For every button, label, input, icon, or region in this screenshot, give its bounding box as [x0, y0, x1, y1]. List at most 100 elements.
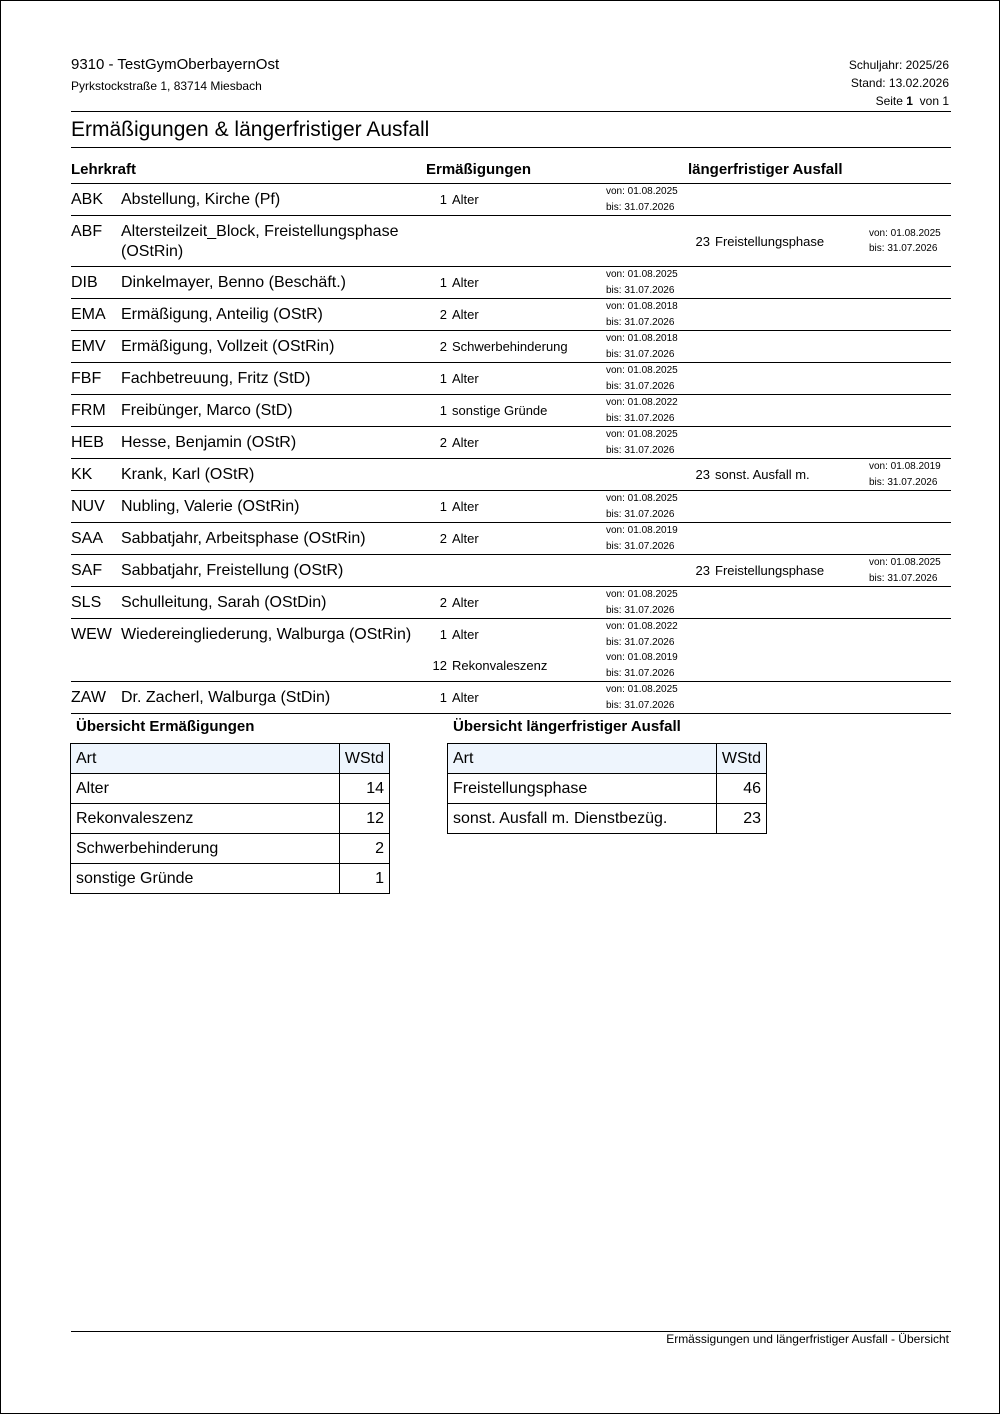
- table-row: SAA Sabbatjahr, Arbeitsphase (OStRin) 2 Alt…: [71, 523, 951, 555]
- ausfall-cell: [686, 523, 951, 554]
- reason: Alter: [452, 275, 479, 290]
- date-range: von: 01.08.2025 bis: 31.07.2026: [606, 587, 678, 618]
- ermaessigung-cell: 1 Alter von: 01.08.2025 bis: 31.07.2026: [426, 491, 686, 522]
- ausfall-cell: [686, 184, 951, 215]
- page-number: Seite 1 von 1: [875, 94, 949, 108]
- summary-ausfall-title: Übersicht längerfristiger Ausfall: [453, 718, 681, 735]
- ermaessigung-cell: 1 Alter von: 01.08.2022 bis: 31.07.2026 12 Re…: [426, 619, 686, 681]
- report-meta: Schuljahr: 2025/26 Stand: 13.02.2026 Sei…: [849, 56, 949, 110]
- teacher-code: ABF: [71, 223, 103, 240]
- table-row: HEB Hesse, Benjamin (OStR) 2 Alter von: 01.0…: [71, 427, 951, 459]
- table-row: SAF Sabbatjahr, Freistellung (OStR) 23 Frei…: [71, 555, 951, 587]
- teacher-code: ZAW: [71, 689, 106, 706]
- teacher-code: SLS: [71, 594, 102, 611]
- summary-row: Freistellungsphase 46: [447, 773, 768, 804]
- teacher-name: Schulleitung, Sarah (OStDin): [121, 594, 327, 611]
- art: sonstige Gründe: [70, 863, 340, 894]
- date-range: von: 01.08.2025 bis: 31.07.2026: [606, 267, 678, 298]
- teacher-name: Altersteilzeit_Block, Freistellungsphase…: [121, 223, 399, 260]
- col-art: Art: [70, 743, 340, 774]
- teacher-name: Ermäßigung, Anteilig (OStR): [121, 306, 323, 323]
- date-from: von: 01.08.2022: [606, 621, 678, 632]
- date-to: bis: 31.07.2026: [606, 667, 675, 679]
- entry: 2 Schwerbehinderung von: 01.08.2018 bis: 31…: [426, 331, 686, 362]
- ausfall-cell: [686, 491, 951, 522]
- entry: 2 Alter von: 01.08.2025 bis: 31.07.2026: [426, 587, 686, 618]
- table-row: EMA Ermäßigung, Anteilig (OStR) 2 Alter von:…: [71, 299, 951, 331]
- art: Freistellungsphase: [447, 773, 717, 804]
- date-from: von: 01.08.2019: [869, 461, 941, 472]
- reason: Freistellungsphase: [715, 563, 825, 578]
- date-range: von: 01.08.2025 bis: 31.07.2026: [606, 491, 678, 522]
- ausfall-cell: [686, 395, 951, 426]
- date-to: bis: 31.07.2026: [606, 284, 675, 296]
- table-row: ABF Altersteilzeit_Block, Freistellungsph…: [71, 216, 951, 267]
- wstd: 12: [432, 658, 447, 673]
- reason: Alter: [452, 371, 479, 386]
- wstd: 2: [439, 435, 447, 450]
- ermaessigung-cell: 1 Alter von: 01.08.2025 bis: 31.07.2026: [426, 184, 686, 215]
- date-range: von: 01.08.2018 bis: 31.07.2026: [606, 331, 678, 362]
- teacher-name: Abstellung, Kirche (Pf): [121, 191, 281, 208]
- table-row: ZAW Dr. Zacherl, Walburga (StDin) 1 Alter vo…: [71, 682, 951, 714]
- reason: Alter: [452, 531, 479, 546]
- ausfall-cell: 23 Freistellungsphase von: 01.08.2025 bis: …: [686, 555, 951, 586]
- teacher-name: Sabbatjahr, Arbeitsphase (OStRin): [121, 530, 366, 547]
- wstd: 1: [439, 627, 447, 642]
- date-range: von: 01.08.2025 bis: 31.07.2026: [869, 555, 941, 586]
- reason: Alter: [452, 307, 479, 322]
- teacher-code: NUV: [71, 498, 105, 515]
- wstd: 2: [439, 531, 447, 546]
- date-from: von: 01.08.2018: [606, 301, 678, 312]
- entry: 1 Alter von: 01.08.2025 bis: 31.07.2026: [426, 184, 686, 215]
- page-title: Ermäßigungen & längerfristiger Ausfall: [71, 118, 430, 141]
- teacher-table: ABK Abstellung, Kirche (Pf) 1 Alter von: 01.…: [71, 183, 951, 714]
- date-range: von: 01.08.2022 bis: 31.07.2026: [606, 395, 678, 426]
- ermaessigung-cell: [426, 216, 686, 266]
- table-row: NUV Nubling, Valerie (OStRin) 1 Alter von: 0…: [71, 491, 951, 523]
- date-to: bis: 31.07.2026: [606, 380, 675, 392]
- teacher-code: WEW: [71, 626, 112, 643]
- table-row: EMV Ermäßigung, Vollzeit (OStRin) 2 Schwerb…: [71, 331, 951, 363]
- divider: [71, 147, 951, 148]
- date-to: bis: 31.07.2026: [606, 508, 675, 520]
- wstd: 12: [338, 803, 391, 834]
- reason: Schwerbehinderung: [452, 339, 568, 354]
- date-range: von: 01.08.2025 bis: 31.07.2026: [869, 226, 941, 257]
- date-to: bis: 31.07.2026: [606, 636, 675, 648]
- column-header-lehrkraft: Lehrkraft: [71, 161, 137, 178]
- wstd: 1: [439, 499, 447, 514]
- date-from: von: 01.08.2018: [606, 333, 678, 344]
- reason: Alter: [452, 595, 479, 610]
- ausfall-cell: [686, 299, 951, 330]
- table-row: FRM Freibünger, Marco (StD) 1 sonstige Grün…: [71, 395, 951, 427]
- entry: 2 Alter von: 01.08.2018 bis: 31.07.2026: [426, 299, 686, 330]
- wstd: 1: [338, 863, 391, 894]
- teacher-code: FBF: [71, 370, 102, 387]
- art: Alter: [70, 773, 340, 804]
- date-range: von: 01.08.2019 bis: 31.07.2026: [606, 523, 678, 554]
- date-range: von: 01.08.2025 bis: 31.07.2026: [606, 184, 678, 215]
- entry: 2 Alter von: 01.08.2025 bis: 31.07.2026: [426, 427, 686, 458]
- date-range: von: 01.08.2025 bis: 31.07.2026: [606, 682, 678, 713]
- reason: Alter: [452, 435, 479, 450]
- teacher-code: SAA: [71, 530, 104, 547]
- reason: Alter: [452, 192, 479, 207]
- column-header-ausfall: längerfristiger Ausfall: [688, 161, 843, 178]
- teacher-name: Sabbatjahr, Freistellung (OStR): [121, 562, 344, 579]
- ermaessigung-cell: 2 Alter von: 01.08.2025 bis: 31.07.2026: [426, 587, 686, 618]
- table-row: DIB Dinkelmayer, Benno (Beschäft.) 1 Alter v…: [71, 267, 951, 299]
- school-address: Pyrkstockstraße 1, 83714 Miesbach: [71, 79, 262, 93]
- wstd: 2: [439, 339, 447, 354]
- date-to: bis: 31.07.2026: [606, 348, 675, 360]
- date-from: von: 01.08.2025: [606, 589, 678, 600]
- reason: sonst. Ausfall m.: [715, 467, 810, 482]
- reason: Alter: [452, 627, 479, 642]
- ermaessigung-cell: 1 sonstige Gründe von: 01.08.2022 bis: 31.0…: [426, 395, 686, 426]
- entry: 1 Alter von: 01.08.2025 bis: 31.07.2026: [426, 267, 686, 298]
- date-range: von: 01.08.2025 bis: 31.07.2026: [606, 363, 678, 394]
- teacher-name: Hesse, Benjamin (OStR): [121, 434, 297, 451]
- wstd: 1: [439, 275, 447, 290]
- wstd: 1: [439, 192, 447, 207]
